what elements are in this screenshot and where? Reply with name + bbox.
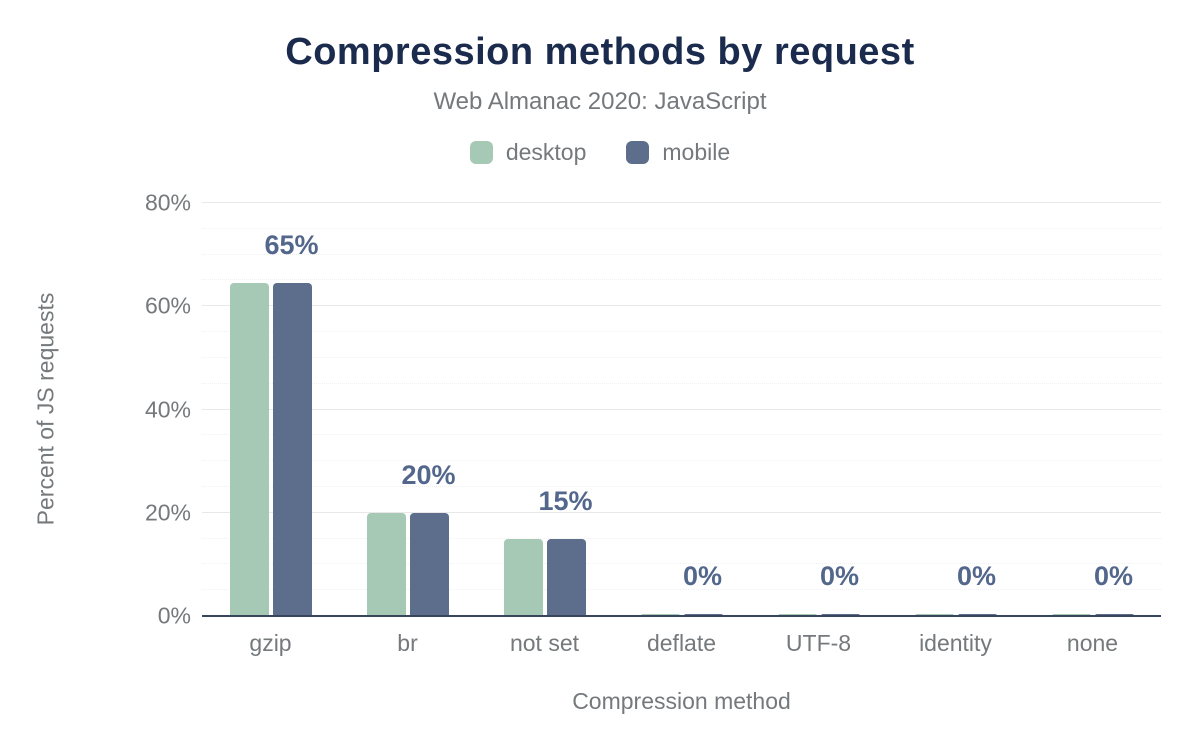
legend-label-mobile: mobile [662,139,731,165]
chart-title: Compression methods by request [285,31,915,73]
y-tick-label: 60% [144,292,191,319]
data-label-none: 0% [1093,561,1134,591]
category-slot-identity: 0% identity [887,203,1024,656]
category-slot-deflate: 0% deflate [613,203,750,656]
x-tick-label-none: none [1066,630,1119,656]
bar-pair [750,203,887,616]
legend-item-desktop[interactable]: desktop [469,139,587,166]
data-label-deflate: 0% [682,561,723,591]
bar-desktop-not-set [503,538,543,616]
bar-pair [339,203,476,616]
y-tick-label: 0% [157,602,191,629]
minor-gridline [202,356,1161,358]
data-label-not-set: 15% [538,485,593,516]
data-label-br: 20% [401,459,456,490]
major-gridline [202,305,1161,307]
bar-desktop-gzip [229,283,269,616]
minor-gridline [202,382,1161,384]
bar-slots: 65% gzip 20% br 15% not set 0% deflate 0% UTF-8 0%… [202,203,1161,656]
bar-mobile-br [409,512,449,616]
chart-subtitle: Web Almanac 2020: JavaScript [433,88,767,115]
minor-gridline [202,485,1161,487]
y-tick-label: 20% [144,499,191,526]
legend-item-mobile[interactable]: mobile [626,139,730,166]
minor-gridline [202,279,1161,281]
bar-pair [613,203,750,616]
bar-pair [476,203,613,616]
bar-pair [1024,203,1161,616]
category-slot-none: 0% none [1024,203,1161,656]
minor-gridline [202,537,1161,539]
bar-desktop-br [366,512,406,616]
bar-pair [887,203,1024,616]
minor-gridline [202,331,1161,333]
minor-gridline [202,253,1161,255]
data-label-UTF-8: 0% [819,561,860,591]
x-tick-label-gzip: gzip [249,630,292,656]
legend: desktop mobile [0,139,1200,166]
minor-gridline [202,460,1161,462]
category-slot-not-set: 15% not set [476,203,613,656]
minor-gridline [202,563,1161,565]
y-axis-title: Percent of JS requests [32,292,59,526]
major-gridline [202,408,1161,410]
plot-area: 65% gzip 20% br 15% not set 0% deflate 0% UTF-8 0%… [145,191,1161,656]
minor-gridline [202,227,1161,229]
y-tick-label: 40% [144,396,191,422]
x-tick-label-deflate: deflate [646,630,717,656]
data-label-gzip: 65% [264,230,319,261]
legend-label-desktop: desktop [505,139,587,165]
mobile-swatch-icon [626,141,650,164]
x-axis-title: Compression method [572,688,791,714]
y-tick-label: 80% [144,189,191,216]
bar-mobile-not-set [546,538,586,616]
x-tick-label-identity: identity [919,630,992,656]
x-tick-label-br: br [397,630,418,656]
bar-mobile-gzip [272,283,312,616]
x-tick-label-UTF-8: UTF-8 [785,630,852,656]
category-slot-UTF-8: 0% UTF-8 [750,203,887,656]
category-slot-gzip: 65% gzip [202,203,339,656]
major-gridline [202,202,1161,203]
bar-pair [202,203,339,616]
minor-gridline [202,434,1161,436]
x-axis-line [202,615,1161,617]
category-slot-br: 20% br [339,203,476,656]
x-tick-label-not-set: not set [509,630,580,656]
minor-gridline [202,589,1161,591]
data-label-identity: 0% [956,561,997,591]
major-gridline [202,511,1161,513]
desktop-swatch-icon [469,141,493,164]
